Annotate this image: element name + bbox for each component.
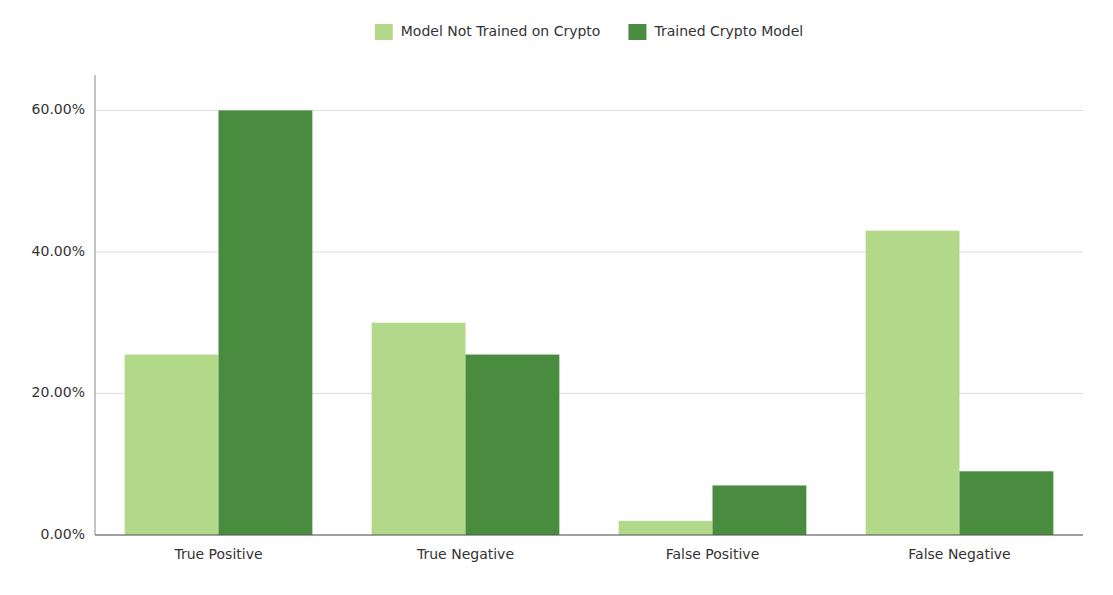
bar	[619, 521, 713, 535]
legend-item: Trained Crypto Model	[628, 23, 803, 40]
bar	[219, 110, 313, 535]
bar	[713, 485, 807, 535]
bar	[866, 231, 960, 535]
y-tick-label: 0.00%	[41, 526, 85, 542]
y-axis-line	[95, 75, 96, 535]
y-grid	[95, 110, 1083, 535]
x-axis-line	[95, 534, 1083, 535]
chart-container: 0.00% 20.00% 40.00% 60.00% True Positive True…	[0, 0, 1113, 595]
x-tick-label: True Positive	[173, 546, 262, 562]
legend-item: Model Not Trained on Crypto	[375, 23, 601, 40]
x-tick-label: True Negative	[416, 546, 514, 562]
bar	[372, 323, 466, 535]
chart-svg: 0.00% 20.00% 40.00% 60.00% True Positive True…	[0, 0, 1113, 595]
legend-swatch	[375, 24, 393, 40]
legend-label: Trained Crypto Model	[653, 23, 803, 39]
bar	[125, 355, 219, 535]
bar	[960, 471, 1054, 535]
y-tick-label: 60.00%	[32, 101, 85, 117]
y-tick-label: 20.00%	[32, 384, 85, 400]
legend: Model Not Trained on Crypto Trained Crypt…	[375, 23, 803, 40]
bars	[125, 110, 1054, 535]
y-tick-label: 40.00%	[32, 243, 85, 259]
grid-line	[95, 535, 1083, 536]
x-tick-label: False Positive	[666, 546, 760, 562]
x-tick-label: False Negative	[908, 546, 1010, 562]
bar	[466, 355, 560, 535]
legend-swatch	[628, 24, 646, 40]
legend-label: Model Not Trained on Crypto	[401, 23, 601, 39]
